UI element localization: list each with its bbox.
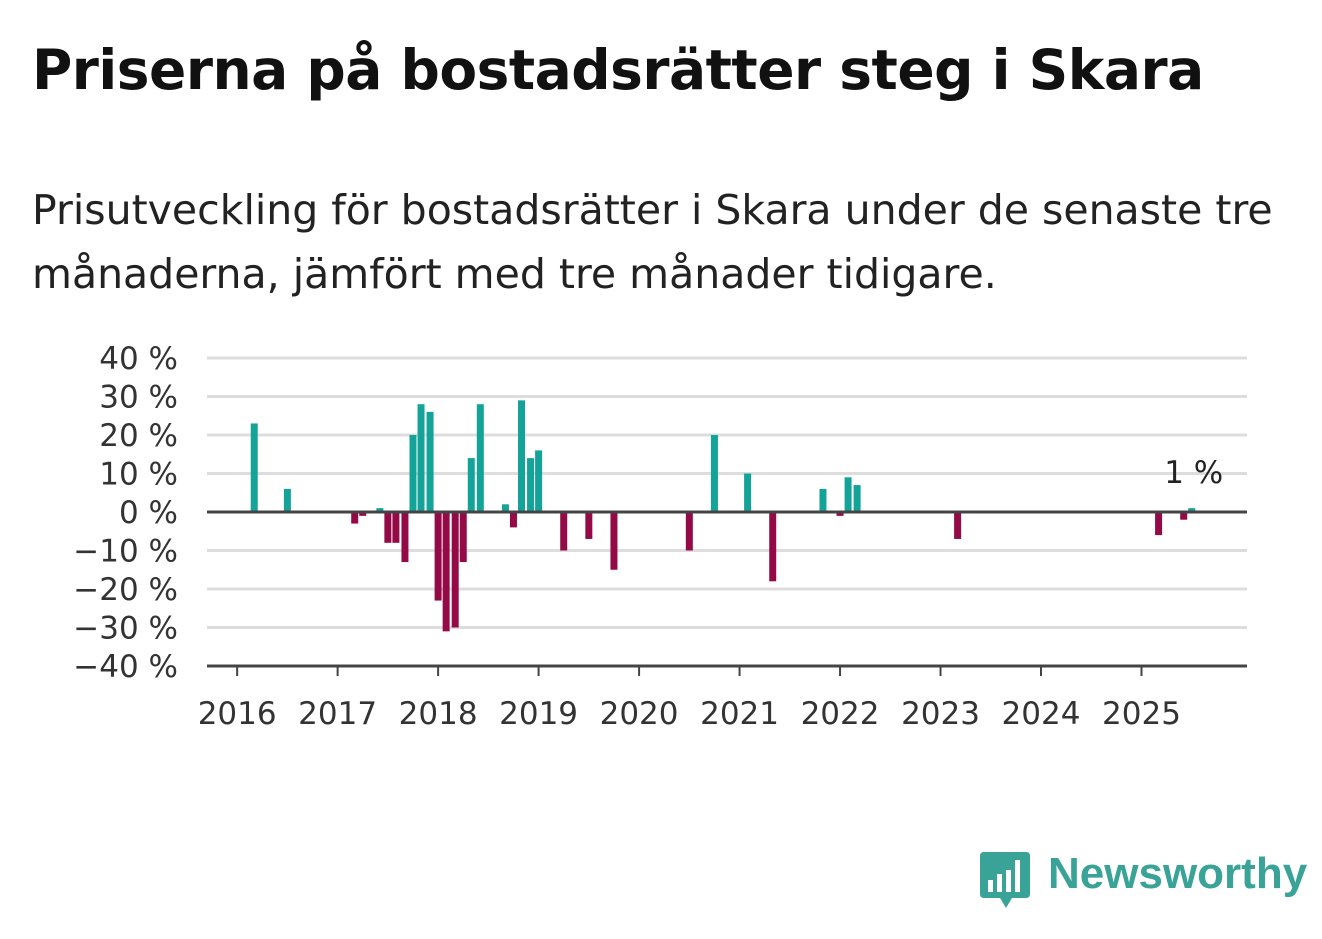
- bar: [392, 512, 400, 543]
- bar: [451, 512, 459, 628]
- bar: [610, 512, 618, 570]
- x-tick-label: 2019: [499, 696, 578, 732]
- bar: [501, 504, 509, 512]
- bar: [476, 404, 484, 512]
- y-tick-label: 10 %: [99, 457, 178, 493]
- bar: [283, 488, 291, 512]
- bar: [836, 512, 844, 516]
- bar: [769, 512, 777, 582]
- bar: [459, 512, 467, 563]
- bar: [853, 485, 861, 512]
- tick-labels: 40 %30 %20 %10 %0 %−10 %−20 %−30 %−40 % 2…: [73, 341, 1223, 732]
- y-tick-label: 0 %: [119, 495, 178, 531]
- bar: [409, 435, 417, 512]
- bar: [351, 512, 359, 524]
- bar: [1188, 508, 1196, 512]
- chart-subtitle: Prisutveckling för bostadsrätter i Skara…: [32, 186, 1273, 298]
- y-tick-label: −20 %: [73, 572, 178, 608]
- bar: [685, 512, 693, 551]
- x-tick-label: 2016: [198, 696, 277, 732]
- y-tick-label: 40 %: [99, 341, 178, 377]
- bar: [527, 458, 535, 512]
- x-tick-label: 2022: [801, 696, 880, 732]
- bar: [426, 411, 434, 512]
- bar-chart: 40 %30 %20 %10 %0 %−10 %−20 %−30 %−40 % 2…: [73, 341, 1247, 732]
- axes: [207, 510, 1247, 676]
- x-tick-label: 2021: [700, 696, 779, 732]
- x-tick-label: 2024: [1002, 696, 1081, 732]
- bars: [250, 400, 1196, 632]
- y-tick-label: 20 %: [99, 418, 178, 454]
- bar: [819, 488, 827, 512]
- x-tick-label: 2018: [399, 696, 478, 732]
- bar: [844, 477, 852, 512]
- bar: [710, 435, 718, 512]
- x-tick-label: 2017: [298, 696, 377, 732]
- gridlines: [207, 356, 1247, 629]
- x-tick-label: 2020: [600, 696, 679, 732]
- bar: [434, 512, 442, 601]
- latest-value-label: 1 %: [1164, 455, 1223, 491]
- bar: [384, 512, 392, 543]
- bar: [535, 450, 543, 512]
- y-tick-label: 30 %: [99, 380, 178, 416]
- bar: [954, 512, 962, 539]
- y-tick-label: −30 %: [73, 611, 178, 647]
- x-tick-label: 2023: [901, 696, 980, 732]
- bar: [250, 423, 258, 512]
- bar: [560, 512, 568, 551]
- bar: [417, 404, 425, 512]
- bar: [359, 512, 367, 516]
- bar: [744, 473, 752, 512]
- bar: [1155, 512, 1163, 536]
- y-tick-label: −40 %: [73, 649, 178, 685]
- bar: [376, 508, 384, 512]
- chart-title: Priserna på bostadsrätter steg i Skara: [32, 38, 1204, 102]
- brand-name: Newsworthy: [1048, 849, 1308, 898]
- y-tick-label: −10 %: [73, 534, 178, 570]
- bar: [1180, 512, 1188, 520]
- bar: [518, 400, 526, 512]
- bar-chart-speech-bubble-icon: [980, 852, 1030, 908]
- x-tick-label: 2025: [1102, 696, 1181, 732]
- bar: [467, 458, 475, 512]
- bar: [442, 512, 450, 632]
- bar: [401, 512, 409, 563]
- bar: [509, 512, 517, 528]
- bar: [585, 512, 593, 539]
